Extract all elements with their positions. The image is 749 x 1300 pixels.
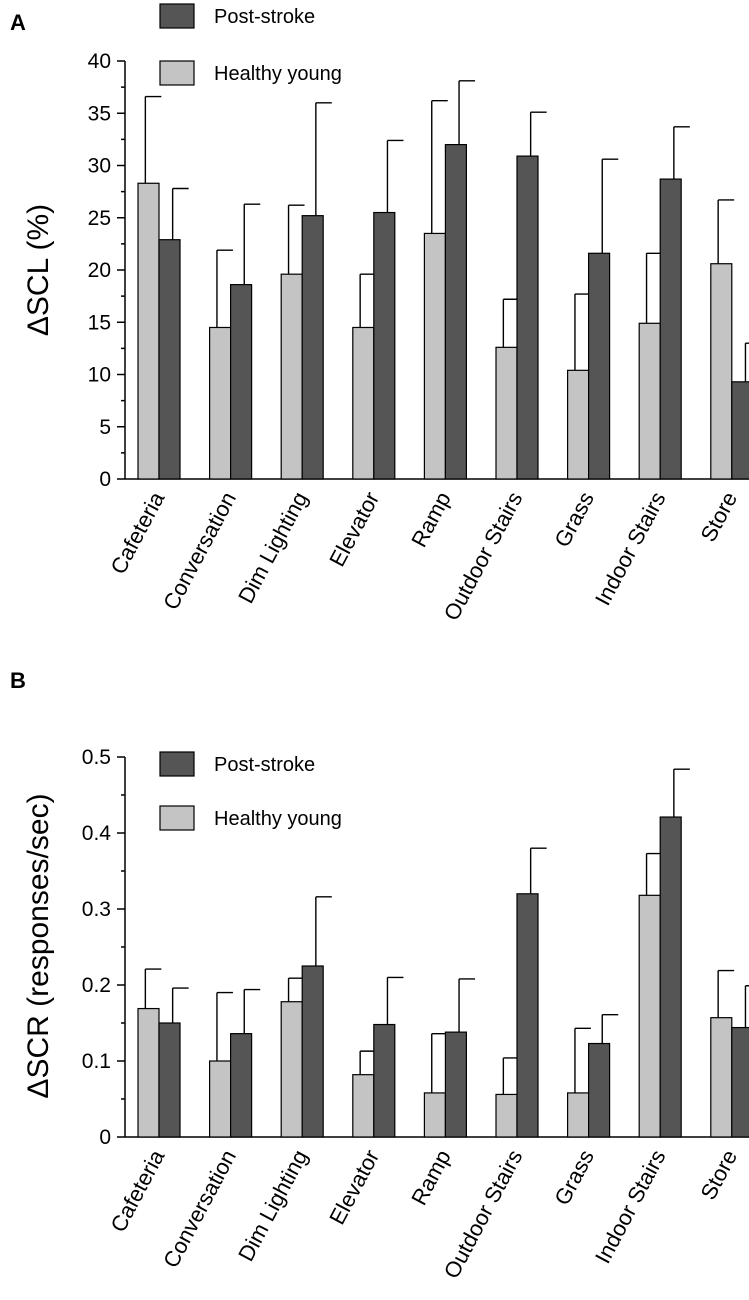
bar-healthy-young [710, 263, 733, 480]
y-tick-label: 10 [88, 364, 111, 387]
bar-post-stroke [158, 239, 181, 480]
y-tick-label: 0.4 [82, 822, 112, 845]
bar-post-stroke [230, 284, 253, 480]
bar-post-stroke [301, 215, 324, 480]
bar-post-stroke [444, 144, 467, 480]
category-label: Store [695, 1146, 742, 1204]
category-label: Outdoor Stairs [439, 1146, 528, 1283]
category-label: Grass [549, 1146, 599, 1210]
bar-healthy-young [566, 369, 590, 480]
bar-post-stroke [516, 155, 539, 480]
bar-healthy-young [280, 273, 303, 480]
bar-healthy-young [137, 1007, 160, 1138]
bar-healthy-young [566, 1092, 590, 1138]
bar-healthy-young [137, 182, 160, 480]
y-tick-label: 0.1 [82, 1050, 111, 1073]
category-label: Indoor Stairs [590, 1146, 671, 1268]
y-axis-label: ΔSCL (%) [22, 204, 55, 336]
bar-post-stroke [731, 1026, 749, 1138]
bar-healthy-young [280, 1001, 303, 1138]
bar-post-stroke [587, 252, 611, 480]
bar-healthy-young [495, 1093, 518, 1138]
category-label: Dim Lighting [233, 1146, 312, 1266]
panel-label-A: A [10, 10, 26, 35]
bar-post-stroke [731, 381, 749, 480]
category-label: Elevator [324, 488, 384, 571]
category-label: Ramp [406, 1146, 456, 1210]
y-tick-label: 25 [88, 207, 111, 230]
category-label: Conversation [158, 1146, 241, 1272]
y-tick-label: 0 [99, 1126, 111, 1149]
bar-post-stroke [659, 178, 682, 480]
bar-healthy-young [423, 232, 446, 480]
bar-healthy-young [710, 1017, 733, 1138]
category-label: Store [695, 488, 742, 546]
category-label: Elevator [324, 1146, 384, 1229]
legend-label: Post-stroke [214, 6, 315, 28]
y-tick-label: 35 [88, 102, 111, 125]
y-tick-label: 30 [88, 155, 111, 178]
bar-healthy-young [209, 1060, 232, 1138]
category-label: Indoor Stairs [590, 488, 671, 610]
bar-post-stroke [516, 893, 539, 1138]
panel-label-B: B [10, 668, 26, 693]
bar-post-stroke [373, 1023, 396, 1138]
category-label: Dim Lighting [233, 488, 312, 608]
category-label: Grass [549, 488, 599, 552]
category-label: Ramp [406, 488, 456, 552]
bar-healthy-young [423, 1092, 446, 1138]
legend-swatch-post-stroke [159, 3, 195, 29]
legend-label: Healthy young [214, 808, 342, 830]
y-tick-label: 0.3 [82, 898, 111, 921]
bar-post-stroke [587, 1042, 611, 1138]
y-tick-label: 40 [88, 50, 111, 73]
y-tick-label: 0.5 [82, 746, 111, 769]
y-axis-label: ΔSCR (responses/sec) [22, 793, 55, 1098]
bar-healthy-young [352, 1074, 375, 1138]
legend-label: Post-stroke [214, 754, 315, 776]
bar-post-stroke [659, 816, 682, 1138]
bar-post-stroke [444, 1031, 467, 1138]
legend-swatch-healthy-young [159, 805, 195, 831]
legend-label: Healthy young [214, 63, 342, 85]
y-tick-label: 20 [88, 259, 111, 282]
bar-post-stroke [230, 1033, 253, 1138]
bar-post-stroke [301, 965, 324, 1138]
bar-healthy-young [638, 894, 661, 1138]
bar-healthy-young [352, 326, 375, 480]
bar-post-stroke [158, 1022, 181, 1138]
legend-swatch-healthy-young [159, 60, 195, 86]
category-label: Cafeteria [105, 487, 169, 578]
bar-post-stroke [373, 211, 396, 480]
bar-healthy-young [209, 326, 232, 480]
category-label: Cafeteria [105, 1145, 169, 1236]
y-tick-label: 15 [88, 311, 111, 334]
category-label: Outdoor Stairs [439, 488, 528, 625]
y-tick-label: 5 [99, 416, 111, 439]
category-label: Conversation [158, 488, 241, 614]
y-tick-label: 0 [99, 468, 111, 491]
bar-healthy-young [638, 322, 661, 480]
legend-swatch-post-stroke [159, 751, 195, 777]
bar-healthy-young [495, 346, 518, 480]
y-tick-label: 0.2 [82, 974, 111, 997]
